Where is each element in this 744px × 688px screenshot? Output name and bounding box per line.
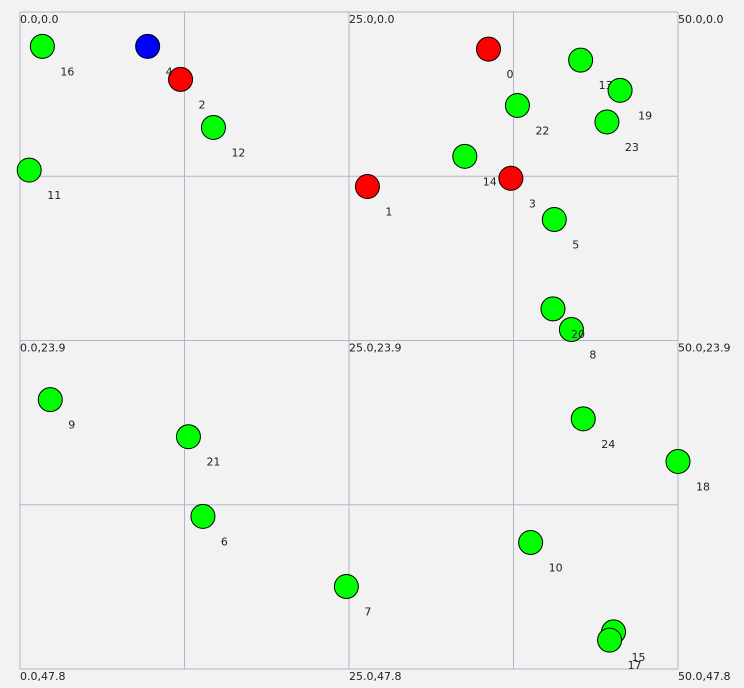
node-label: 9 [68,419,75,432]
corner-label: 25.0,47.8 [349,670,401,683]
node [540,296,566,322]
node [175,424,201,450]
node [597,627,623,653]
corner-label: 25.0,23.9 [349,342,401,355]
node-label: 1 [385,206,392,219]
node [354,174,380,200]
node [504,92,530,118]
node-label: 0 [506,68,513,81]
node-label: 7 [364,606,371,619]
node [498,165,524,191]
node [190,503,216,529]
node-label: 12 [231,146,245,159]
node [568,47,594,73]
node-label: 23 [625,141,639,154]
node-label: 22 [535,124,549,137]
node-label: 8 [589,349,596,362]
node-label: 2 [199,98,206,111]
corner-label: 50.0,23.9 [678,342,730,355]
node-label: 14 [483,175,497,188]
node-label: 4 [166,65,173,78]
node-label: 3 [529,197,536,210]
node [200,114,226,140]
corner-label: 0.0,47.8 [20,670,65,683]
node [475,36,501,62]
corner-label: 25.0,0.0 [349,13,394,26]
node [29,33,55,59]
node-label: 19 [638,109,652,122]
node [518,530,544,556]
node [570,406,596,432]
node [607,77,633,103]
node-label: 15 [632,651,646,664]
node [541,207,567,233]
corner-label: 50.0,47.8 [678,670,730,683]
node-label: 17 [628,659,642,672]
node [594,109,620,135]
node [16,157,42,183]
corner-label: 50.0,0.0 [678,13,723,26]
node-label: 21 [206,456,220,469]
corner-label: 0.0,23.9 [20,342,65,355]
corner-label: 0.0,0.0 [20,13,58,26]
node [333,574,359,600]
node [135,33,161,59]
node [37,387,63,413]
node-label: 11 [47,189,61,202]
node-label: 10 [549,562,563,575]
node-label: 6 [221,535,228,548]
node [665,448,691,474]
node [558,317,584,343]
node-label: 20 [571,328,585,341]
node [452,143,478,169]
node-label: 5 [572,239,579,252]
node-label: 18 [696,480,710,493]
node [168,66,194,92]
node-label: 16 [60,65,74,78]
node-label: 24 [601,438,615,451]
